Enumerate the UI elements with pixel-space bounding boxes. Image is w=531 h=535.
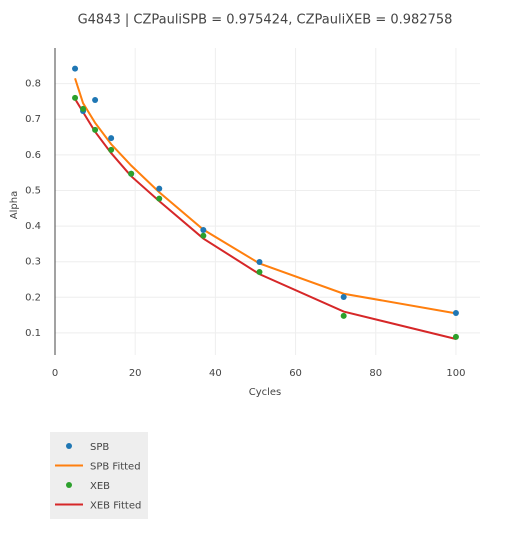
data-point: [156, 195, 163, 202]
data-point: [256, 259, 263, 266]
fit-line: [74, 77, 457, 315]
y-axis-title: Alpha: [9, 191, 20, 219]
data-point: [200, 226, 207, 233]
data-point: [92, 96, 99, 103]
fit-line: [74, 98, 457, 340]
y-tick-label: 0.3: [25, 257, 41, 268]
y-tick-label: 0.4: [25, 221, 41, 232]
y-tick-label: 0.6: [25, 150, 41, 161]
legend-label: XEB Fitted: [90, 501, 141, 512]
legend-marker: [66, 482, 72, 488]
y-tick-label: 0.2: [25, 292, 41, 303]
data-point: [72, 65, 79, 72]
data-point: [80, 105, 87, 112]
data-point: [108, 146, 115, 153]
data-point: [108, 135, 115, 142]
y-tick-label: 0.7: [25, 114, 41, 125]
y-tick-label: 0.1: [25, 328, 41, 339]
data-point: [256, 269, 263, 276]
y-tick-label: 0.8: [25, 79, 41, 90]
data-point: [340, 293, 347, 300]
data-point: [452, 333, 459, 340]
x-tick-label: 20: [129, 368, 142, 379]
data-point: [452, 309, 459, 316]
x-axis-title: Cycles: [249, 387, 282, 398]
legend-marker: [66, 443, 72, 449]
legend-label: SPB Fitted: [90, 462, 141, 473]
x-tick-label: 80: [369, 368, 382, 379]
x-tick-label: 40: [209, 368, 222, 379]
chart-title: G4843 | CZPauliSPB = 0.975424, CZPauliXE…: [78, 13, 453, 28]
data-point: [156, 185, 163, 192]
data-point: [340, 312, 347, 319]
x-tick-label: 60: [289, 368, 302, 379]
data-point: [200, 232, 207, 239]
y-tick-label: 0.5: [25, 185, 41, 196]
data-point: [92, 126, 99, 133]
data-point: [72, 94, 79, 101]
legend-label: SPB: [90, 442, 109, 453]
data-point: [128, 170, 135, 177]
x-tick-label: 0: [52, 368, 58, 379]
x-tick-label: 100: [446, 368, 465, 379]
legend-label: XEB: [90, 481, 110, 492]
